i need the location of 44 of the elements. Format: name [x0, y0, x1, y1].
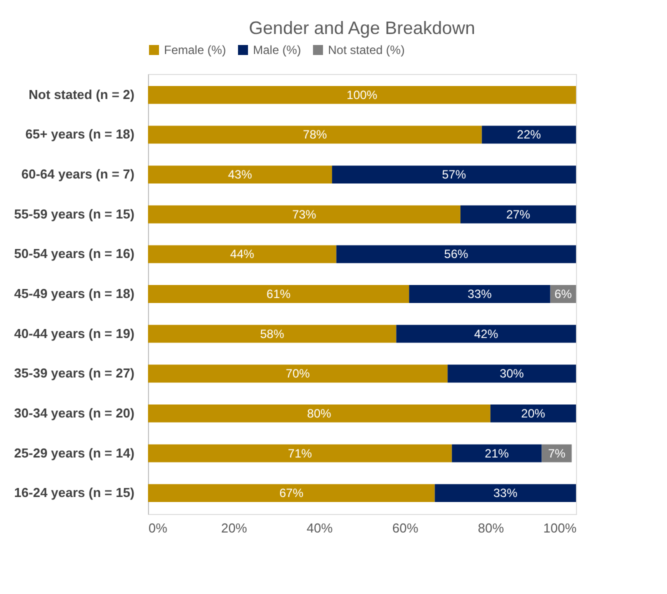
data-label: 20%	[521, 406, 546, 420]
data-label: 80%	[307, 406, 332, 420]
data-label: 100%	[346, 88, 378, 102]
y-tick-label: 55-59 years (n = 15)	[14, 206, 134, 222]
data-label: 7%	[548, 446, 566, 460]
data-label: 57%	[442, 168, 466, 182]
y-tick-label: 45-49 years (n = 18)	[14, 286, 134, 301]
data-label: 78%	[302, 128, 328, 142]
x-tick-label: 60%	[392, 520, 419, 536]
x-tick-label: 40%	[306, 520, 334, 536]
y-tick-label: 40-44 years (n = 19)	[14, 326, 134, 341]
data-label: 44%	[230, 247, 254, 262]
data-label: 33%	[493, 486, 518, 500]
legend-label: Not stated (%)	[328, 43, 405, 57]
y-tick-label: 16-24 years (n = 15)	[14, 485, 134, 500]
y-tick-label: 30-34 years (n = 20)	[14, 405, 134, 420]
data-label: 56%	[444, 247, 468, 262]
x-tick-label: 20%	[221, 520, 248, 536]
data-label: 43%	[228, 168, 252, 182]
chart-title: Gender and Age Breakdown	[248, 18, 476, 38]
y-tick-label: Not stated (n = 2)	[28, 86, 134, 102]
y-tick-label: 65+ years (n = 18)	[25, 126, 134, 142]
data-label: 22%	[516, 128, 542, 142]
y-tick-label: 25-29 years (n = 14)	[14, 445, 134, 460]
legend-label: Female (%)	[164, 43, 226, 57]
y-tick-label: 50-54 years (n = 16)	[14, 246, 134, 262]
data-label: 70%	[286, 366, 310, 381]
data-label: 33%	[468, 287, 492, 301]
legend-label: Male (%)	[253, 43, 302, 57]
y-tick-label: 35-39 years (n = 27)	[14, 366, 134, 381]
data-label: 67%	[279, 486, 304, 500]
data-label: 21%	[484, 446, 510, 460]
data-label: 61%	[266, 287, 291, 301]
x-tick-label: 80%	[478, 520, 504, 536]
x-tick-label: 100%	[543, 520, 577, 536]
x-tick-label: 0%	[148, 520, 168, 536]
data-label: 58%	[260, 326, 284, 341]
data-label: 71%	[288, 446, 312, 460]
data-label: 6%	[554, 287, 572, 301]
data-label: 42%	[474, 326, 498, 341]
y-tick-label: 60-64 years (n = 7)	[21, 166, 134, 182]
data-label: 30%	[500, 366, 524, 381]
data-label: 73%	[292, 207, 317, 222]
data-label: 27%	[506, 207, 531, 222]
